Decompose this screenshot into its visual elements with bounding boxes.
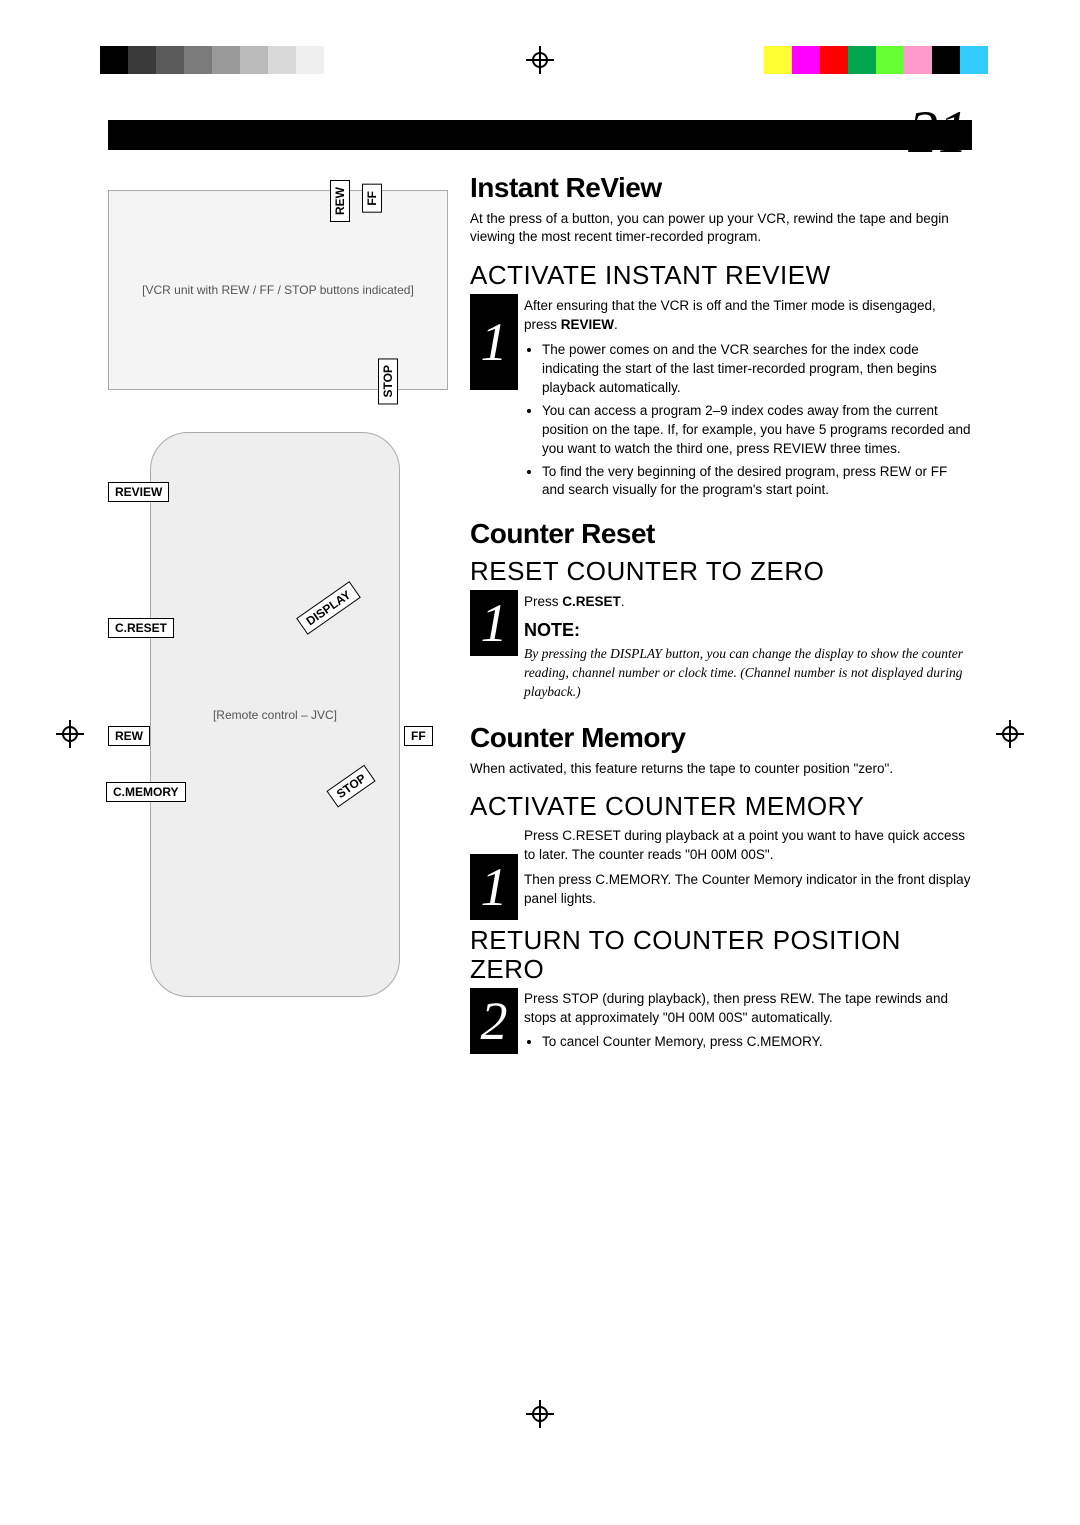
step-p1: Press C.RESET during playback at a point…: [524, 827, 972, 865]
note-body: By pressing the DISPLAY button, you can …: [524, 645, 972, 702]
registration-swatch: [960, 46, 988, 74]
step-body: Press STOP (during playback), then press…: [524, 990, 972, 1053]
bullet-item: The power comes on and the VCR searches …: [542, 341, 972, 398]
step-head: RESET COUNTER TO ZERO: [470, 556, 972, 587]
step-counter-memory-1: ACTIVATE COUNTER MEMORY 1 Press C.RESET …: [470, 792, 972, 908]
step-body: Press C.RESET during playback at a point…: [524, 827, 972, 909]
step-head: ACTIVATE INSTANT REVIEW: [470, 260, 972, 291]
section-intro-instant-review: At the press of a button, you can power …: [470, 210, 972, 246]
step-number: 1: [470, 294, 518, 390]
press-bold: C.RESET: [562, 594, 621, 609]
step-number: 2: [470, 988, 518, 1054]
registration-swatch: [212, 46, 240, 74]
lead-bold: REVIEW: [561, 317, 614, 332]
bullet-item: To cancel Counter Memory, press C.MEMORY…: [542, 1033, 972, 1052]
vcr-illustration-label: [VCR unit with REW / FF / STOP buttons i…: [142, 283, 414, 297]
registration-swatch: [240, 46, 268, 74]
section-intro-counter-memory: When activated, this feature returns the…: [470, 760, 972, 778]
registration-swatch: [932, 46, 960, 74]
registration-swatch: [876, 46, 904, 74]
content-column: Instant ReView At the press of a button,…: [470, 172, 972, 1070]
section-title-instant-review: Instant ReView: [470, 172, 972, 204]
step-p1: Press STOP (during playback), then press…: [524, 990, 972, 1028]
registration-swatch: [296, 46, 324, 74]
step-head: RETURN TO COUNTER POSITION ZERO: [470, 926, 972, 983]
remote-label-ff: FF: [404, 726, 433, 746]
bullet-item: To find the very beginning of the desire…: [542, 463, 972, 501]
remote-label-creset: C.RESET: [108, 618, 174, 638]
step-head: ACTIVATE COUNTER MEMORY: [470, 792, 972, 821]
lead-after: .: [614, 317, 618, 332]
remote-illustration-label: [Remote control – JVC]: [213, 708, 337, 722]
manual-page: 21 [VCR unit with REW / FF / STOP button…: [0, 0, 1080, 1525]
step-counter-reset-1: RESET COUNTER TO ZERO 1 Press C.RESET. N…: [470, 556, 972, 702]
section-title-counter-memory: Counter Memory: [470, 722, 972, 754]
registration-bar-right: [764, 46, 988, 74]
registration-swatch: [820, 46, 848, 74]
step-number: 1: [470, 590, 518, 656]
registration-swatch: [764, 46, 792, 74]
remote-label-rew: REW: [108, 726, 150, 746]
step-instant-review-1: ACTIVATE INSTANT REVIEW 1 After ensuring…: [470, 260, 972, 500]
registration-swatch: [156, 46, 184, 74]
vcr-label-rew: REW: [330, 180, 350, 222]
remote-illustration: [Remote control – JVC]: [150, 432, 400, 997]
section-title-counter-reset: Counter Reset: [470, 518, 972, 550]
step-number: 1: [470, 854, 518, 920]
step-body: After ensuring that the VCR is off and t…: [524, 297, 972, 500]
note-label: NOTE:: [524, 618, 972, 643]
vcr-label-stop: STOP: [378, 358, 398, 404]
step-body: Press C.RESET. NOTE: By pressing the DIS…: [524, 593, 972, 702]
registration-mark-top: [526, 46, 554, 74]
remote-label-cmemory: C.MEMORY: [106, 782, 186, 802]
press-after: .: [621, 594, 625, 609]
step-counter-memory-2: RETURN TO COUNTER POSITION ZERO 2 Press …: [470, 926, 972, 1052]
registration-swatch: [128, 46, 156, 74]
registration-mark-left: [56, 720, 84, 748]
registration-swatch: [792, 46, 820, 74]
remote-label-review: REVIEW: [108, 482, 169, 502]
registration-bar-left: [100, 46, 324, 74]
bullet-item: You can access a program 2–9 index codes…: [542, 402, 972, 459]
step-p2: Then press C.MEMORY. The Counter Memory …: [524, 871, 972, 909]
header-bar: [108, 120, 972, 150]
vcr-label-ff: FF: [362, 184, 382, 213]
registration-swatch: [848, 46, 876, 74]
registration-swatch: [268, 46, 296, 74]
registration-mark-right: [996, 720, 1024, 748]
registration-swatch: [100, 46, 128, 74]
registration-mark-bottom: [526, 1400, 554, 1428]
registration-swatch: [904, 46, 932, 74]
press-before: Press: [524, 594, 562, 609]
registration-swatch: [184, 46, 212, 74]
page-number: 21: [908, 98, 968, 167]
